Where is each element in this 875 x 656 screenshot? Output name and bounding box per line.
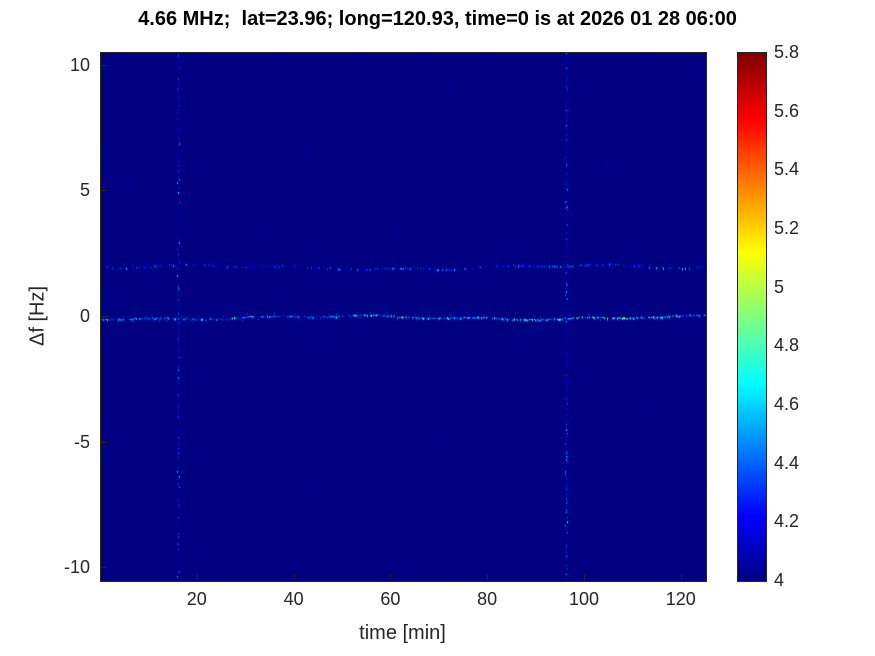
x-tick-mark bbox=[680, 574, 682, 580]
y-tick-label: -5 bbox=[73, 431, 90, 452]
colorbar bbox=[737, 52, 767, 582]
x-tick-label: 100 bbox=[568, 589, 600, 609]
x-tick-label: 80 bbox=[477, 589, 498, 609]
y-tick-label: 0 bbox=[79, 306, 90, 326]
colorbar-tick-label: 5.2 bbox=[774, 218, 800, 238]
plot-title: 4.66 MHz; lat=23.96; long=120.93, time=0… bbox=[138, 8, 737, 30]
x-tick-label: 40 bbox=[283, 589, 304, 609]
colorbar-tick-label: 4.4 bbox=[774, 452, 800, 473]
x-axis-label: time [min] bbox=[359, 622, 446, 644]
y-tick-mark bbox=[101, 190, 107, 192]
y-tick-mark bbox=[101, 64, 107, 66]
x-tick-label: 120 bbox=[665, 589, 696, 609]
y-tick-label: -10 bbox=[63, 557, 90, 578]
x-tick-mark bbox=[487, 574, 489, 580]
y-tick-mark bbox=[101, 316, 107, 317]
heatmap-plot-area bbox=[100, 52, 707, 582]
colorbar-tick-label: 4.8 bbox=[774, 335, 800, 356]
y-tick-mark bbox=[101, 567, 107, 569]
colorbar-tick-label: 4.2 bbox=[774, 511, 800, 532]
colorbar-gradient-canvas bbox=[738, 53, 766, 581]
x-tick-mark bbox=[390, 574, 392, 580]
colorbar-tick-label: 4 bbox=[774, 570, 785, 590]
x-tick-mark bbox=[196, 574, 198, 580]
colorbar-tick-label: 5 bbox=[774, 276, 785, 297]
colorbar-tick-label: 5.8 bbox=[774, 42, 800, 62]
x-tick-mark bbox=[584, 574, 585, 580]
colorbar-tick-label: 5.4 bbox=[774, 159, 800, 180]
colorbar-tick-label: 4.6 bbox=[774, 394, 800, 414]
y-tick-label: 5 bbox=[79, 180, 90, 201]
x-tick-label: 20 bbox=[186, 589, 207, 609]
y-tick-mark bbox=[101, 441, 107, 443]
y-tick-label: 10 bbox=[69, 54, 90, 75]
x-tick-label: 60 bbox=[380, 589, 401, 609]
x-tick-mark bbox=[293, 574, 295, 580]
colorbar-tick-label: 5.6 bbox=[774, 100, 800, 121]
heatmap-canvas bbox=[101, 53, 706, 581]
